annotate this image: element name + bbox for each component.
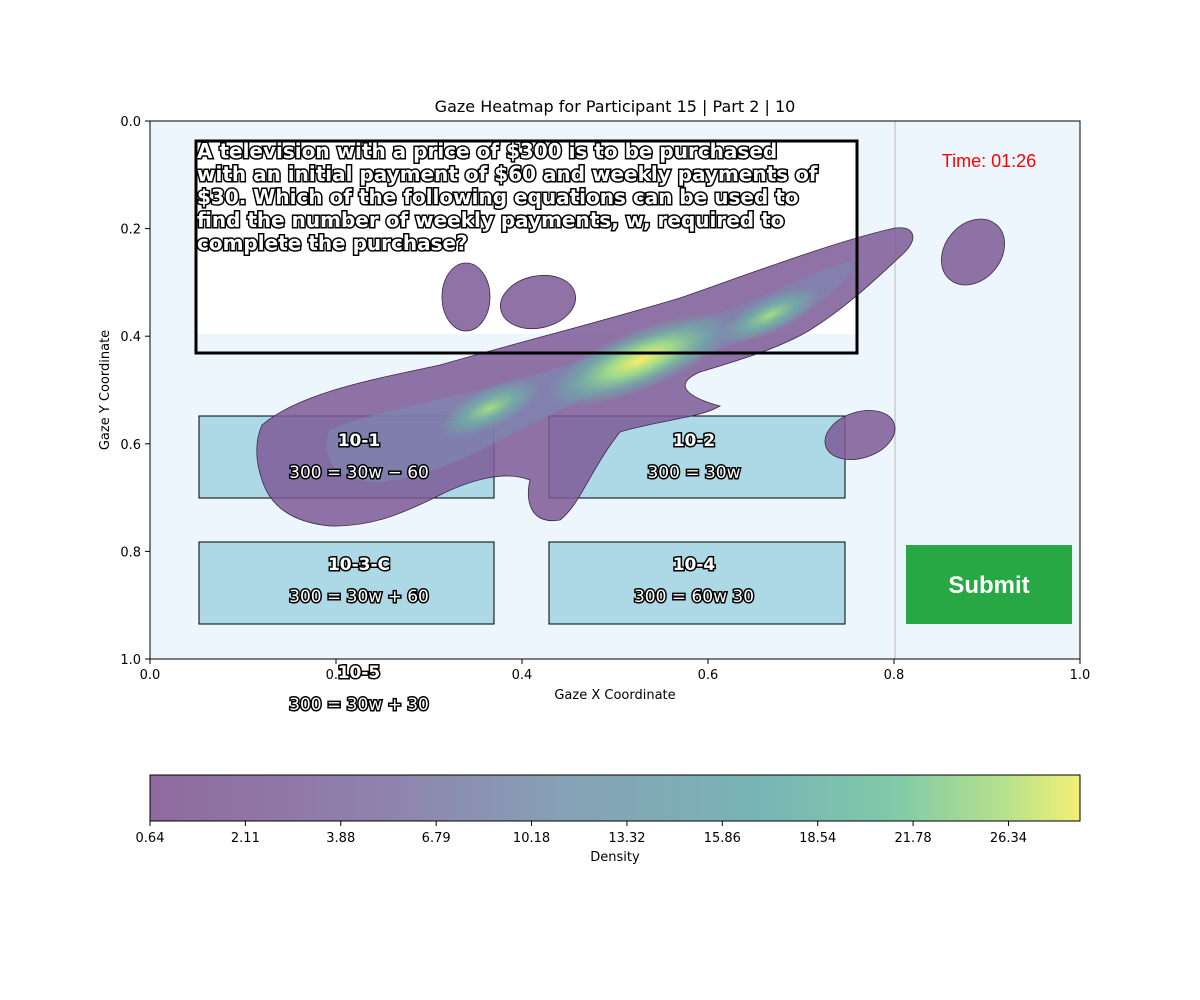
x-tick-label: 0.8 — [884, 668, 905, 683]
colorbar-tick-label: 26.34 — [990, 831, 1027, 846]
x-axis-ticks: 0.0 0.2 0.4 0.6 0.8 1.0 — [140, 659, 1091, 683]
density-peak-left — [439, 378, 541, 438]
question-line-3: $30. Which of the following equations ca… — [197, 185, 799, 209]
colorbar-ticks: 0.64 2.11 3.88 6.79 10.18 13.32 15.86 18.54 21.7… — [136, 821, 1027, 846]
plot-frame — [149, 120, 1081, 660]
colorbar-tick-label: 10.18 — [513, 831, 550, 846]
y-tick-label: 0.2 — [120, 223, 141, 238]
colorbar-tick-label: 18.54 — [799, 831, 836, 846]
colorbar-tick-label: 21.78 — [894, 831, 931, 846]
question-box — [194, 139, 859, 355]
question-line-2: with an initial payment of $60 and weekl… — [197, 162, 818, 186]
submit-button — [906, 545, 1072, 624]
y-tick-label: 0.0 — [120, 115, 141, 130]
colorbar-tick-label: 15.86 — [704, 831, 741, 846]
option-equation-10-4: 300 = 60w 30 — [634, 587, 754, 607]
density-blob-1 — [441, 262, 491, 332]
density-peak-center — [546, 313, 734, 407]
option-box-10-4 — [548, 541, 846, 625]
question-text: A television with a price of $300 is to … — [196, 138, 820, 257]
x-axis-label: Gaze X Coordinate — [554, 688, 675, 703]
x-tick-label: 0.0 — [140, 668, 161, 683]
y-axis-label: Gaze Y Coordinate — [98, 330, 113, 450]
y-tick-label: 0.6 — [120, 438, 141, 453]
colorbar-tick-label: 6.79 — [422, 831, 451, 846]
option-equation-10-2: 300 = 30w — [647, 463, 740, 483]
option-label-10-4: 10-4 — [673, 555, 716, 575]
option-equation-10-1: 300 = 30w − 60 — [289, 463, 429, 483]
x-tick-label: 1.0 — [1070, 668, 1091, 683]
submit-button-label: Submit — [948, 572, 1029, 599]
colorbar-tick-label: 13.32 — [608, 831, 645, 846]
y-tick-label: 0.4 — [120, 330, 141, 345]
y-tick-label: 1.0 — [120, 653, 141, 668]
option-label-10-3-c: 10-3-C — [328, 555, 390, 575]
colorbar-tick-label: 3.88 — [326, 831, 355, 846]
y-tick-label: 0.8 — [120, 545, 141, 560]
colorbar-tick-label: 2.11 — [231, 831, 260, 846]
question-line-1: A television with a price of $300 is to … — [197, 139, 777, 163]
timer-text: Time: 01:26 — [942, 151, 1036, 171]
question-line-5: complete the purchase? — [197, 231, 468, 255]
x-tick-label: 0.6 — [698, 668, 719, 683]
question-line-4: find the number of weekly payments, w, r… — [197, 208, 784, 232]
density-blob-3 — [941, 218, 1005, 286]
density-blob-4 — [824, 410, 896, 460]
colorbar-label: Density — [590, 850, 640, 865]
option-label-10-1: 10-1 — [338, 431, 381, 451]
x-tick-label: 0.4 — [512, 668, 533, 683]
colorbar — [149, 774, 1081, 822]
option-equation-10-3-c: 300 = 30w + 60 — [289, 587, 429, 607]
density-peak-right — [719, 286, 821, 344]
y-axis-ticks: 0.0 0.2 0.4 0.6 0.8 1.0 — [120, 115, 150, 668]
density-contours — [256, 218, 1005, 527]
option-label-10-2: 10-2 — [673, 431, 716, 451]
option-equation-10-5: 300 = 30w + 30 — [289, 695, 429, 715]
chart-title: Gaze Heatmap for Participant 15 | Part 2… — [435, 97, 796, 116]
colorbar-tick-label: 0.64 — [136, 831, 165, 846]
option-labels: 10-1 300 = 30w − 60 10-2 300 = 30w 10-3-… — [288, 430, 756, 609]
density-blob-2 — [500, 274, 576, 330]
option-label-10-5: 10-5 — [338, 663, 381, 683]
x-tick-label: 0.2 — [326, 668, 347, 683]
stimulus-layer: Submit Time: 01:26 — [196, 121, 1072, 659]
option-box-10-3-c — [198, 541, 495, 625]
